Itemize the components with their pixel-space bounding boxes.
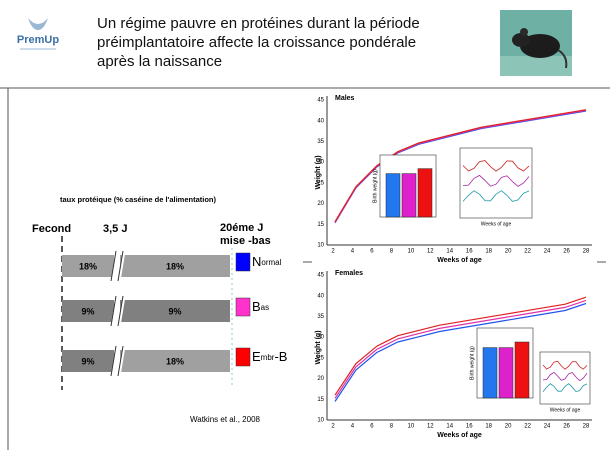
y-tick-label: 35 bbox=[317, 314, 324, 320]
x-axis-label: Weeks of age bbox=[437, 257, 482, 264]
x-axis-label: Weeks of age bbox=[437, 432, 482, 439]
y-tick-label: 15 bbox=[317, 397, 324, 403]
group-label-part: N bbox=[252, 254, 261, 269]
x-tick-label: 12 bbox=[427, 249, 434, 255]
diagram-caption: taux protéique (% caséine de l'alimentat… bbox=[60, 195, 216, 204]
group-swatch bbox=[236, 348, 250, 366]
x-tick-label: 28 bbox=[583, 424, 590, 430]
x-tick-label: 12 bbox=[427, 424, 434, 430]
inset-bar bbox=[499, 348, 513, 398]
slide-canvas: PremUp Un régime pauvre en protéines dur… bbox=[0, 0, 610, 450]
x-tick-label: 28 bbox=[583, 249, 590, 255]
group-label-part: E bbox=[252, 349, 261, 364]
segment-label: 18% bbox=[79, 261, 97, 271]
mouse-photo bbox=[500, 10, 572, 76]
y-tick-label: 40 bbox=[317, 118, 324, 124]
group-label: Embr-B bbox=[252, 349, 287, 364]
x-tick-label: 24 bbox=[544, 249, 551, 255]
timepoint: 20éme J bbox=[220, 222, 263, 234]
x-tick-label: 20 bbox=[505, 249, 512, 255]
group-swatch bbox=[236, 298, 250, 316]
inset-bar bbox=[402, 174, 416, 217]
title-line: Un régime pauvre en protéines durant la … bbox=[97, 15, 420, 32]
inset-y-label: Birth weight (g) bbox=[469, 346, 475, 380]
group-label-part: B bbox=[252, 299, 261, 314]
segment-label: 9% bbox=[168, 306, 181, 316]
y-tick-label: 15 bbox=[317, 222, 324, 228]
x-tick-label: 14 bbox=[446, 249, 453, 255]
inset-bar bbox=[386, 174, 400, 217]
y-tick-label: 45 bbox=[317, 98, 324, 104]
x-tick-label: 26 bbox=[563, 424, 570, 430]
group-label-part: ormal bbox=[261, 258, 281, 267]
figure-title: Females bbox=[335, 270, 363, 277]
x-tick-label: 14 bbox=[446, 424, 453, 430]
timepoint: mise -bas bbox=[220, 235, 271, 247]
y-tick-label: 40 bbox=[317, 293, 324, 299]
inset-bar bbox=[418, 169, 432, 217]
y-axis-label: Weight (g) bbox=[315, 330, 322, 364]
x-tick-label: 22 bbox=[524, 424, 531, 430]
figure-title: Males bbox=[335, 95, 355, 102]
group-label-part: mbr bbox=[261, 353, 275, 362]
logo-text: PremUp bbox=[17, 34, 59, 46]
inset-bar bbox=[515, 342, 529, 398]
inset-y-label: Birth weight (g) bbox=[372, 169, 378, 203]
segment-label: 9% bbox=[81, 306, 94, 316]
group-label: Normal bbox=[252, 254, 282, 269]
x-tick-label: 18 bbox=[485, 249, 492, 255]
x-tick-label: 26 bbox=[563, 249, 570, 255]
group-swatch bbox=[236, 253, 250, 271]
x-tick-label: 22 bbox=[524, 249, 531, 255]
inset2-frame bbox=[460, 148, 532, 218]
x-tick-label: 10 bbox=[408, 424, 415, 430]
x-tick-label: 10 bbox=[408, 249, 415, 255]
title-line: préimplantatoire affecte la croissance p… bbox=[97, 34, 416, 51]
timepoint: 3,5 J bbox=[103, 223, 127, 235]
x-tick-label: 16 bbox=[466, 249, 473, 255]
citation: Watkins et al., 2008 bbox=[190, 415, 261, 424]
inset-bar bbox=[483, 348, 497, 398]
timepoint: Fecond bbox=[32, 223, 71, 235]
group-label-part: as bbox=[261, 303, 269, 312]
segment-label: 18% bbox=[166, 261, 184, 271]
x-tick-label: 24 bbox=[544, 424, 551, 430]
y-tick-label: 35 bbox=[317, 139, 324, 145]
x-tick-label: 20 bbox=[505, 424, 512, 430]
segment-label: 18% bbox=[166, 356, 184, 366]
x-tick-label: 16 bbox=[466, 424, 473, 430]
inset2-x-label: Weeks of age bbox=[481, 221, 512, 227]
slide: PremUp Un régime pauvre en protéines dur… bbox=[0, 0, 610, 450]
inset2-x-label: Weeks of age bbox=[550, 407, 581, 413]
y-tick-label: 45 bbox=[317, 273, 324, 279]
group-label: Bas bbox=[252, 299, 269, 314]
x-tick-label: 18 bbox=[485, 424, 492, 430]
y-tick-label: 10 bbox=[317, 243, 324, 249]
title-line: après la naissance bbox=[97, 53, 222, 70]
logo: PremUp bbox=[17, 18, 59, 49]
y-tick-label: 10 bbox=[317, 418, 324, 424]
group-label-part: -B bbox=[274, 349, 287, 364]
y-axis-label: Weight (g) bbox=[315, 155, 322, 189]
y-tick-label: 20 bbox=[317, 376, 324, 382]
segment-label: 9% bbox=[81, 356, 94, 366]
y-tick-label: 20 bbox=[317, 201, 324, 207]
